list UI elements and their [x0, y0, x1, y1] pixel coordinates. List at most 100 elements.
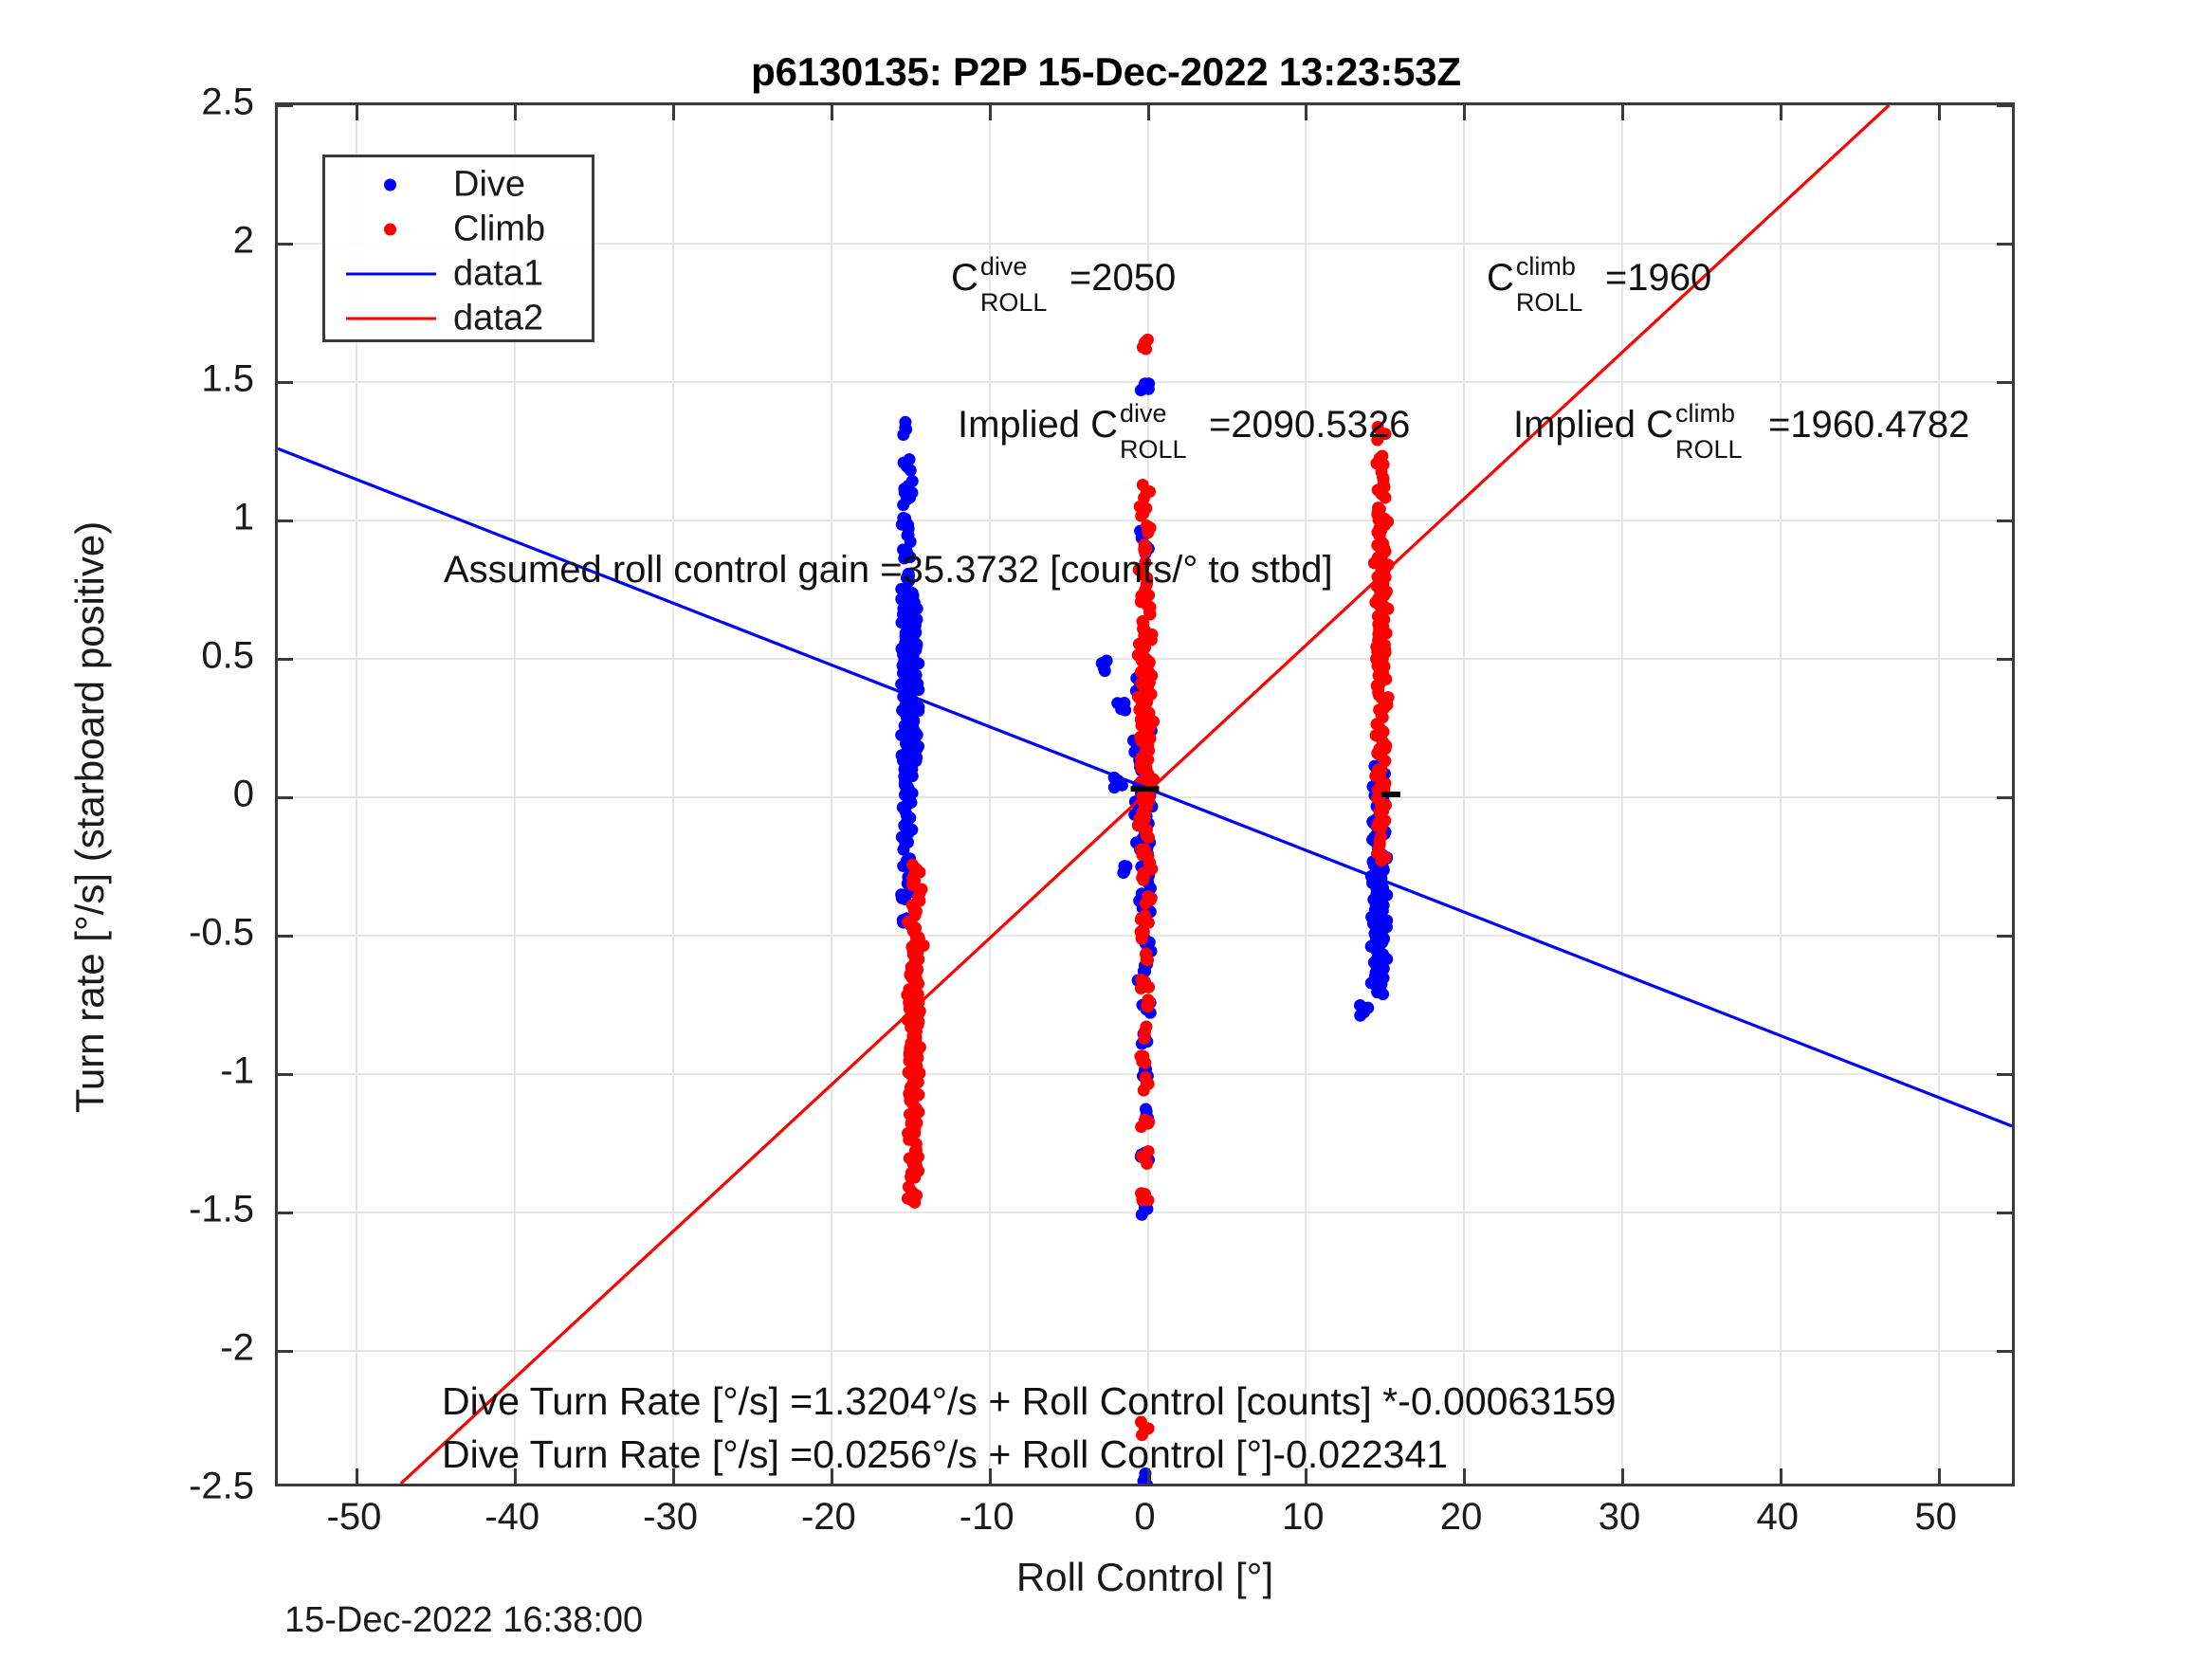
legend-label: Dive [453, 164, 526, 205]
data-point [1378, 563, 1391, 576]
legend-dot-icon [384, 223, 396, 236]
y-tick [1997, 1212, 2012, 1214]
data-point [1098, 665, 1111, 678]
legend-label: data1 [453, 253, 544, 294]
x-tick-label: -50 [326, 1496, 382, 1538]
annotation-implied-climb-symbol: C [1646, 404, 1673, 446]
equation-dive-degrees: Dive Turn Rate [°/s] =0.0256°/s + Roll C… [442, 1432, 1449, 1476]
x-tick [1146, 105, 1150, 120]
x-tick-label: 50 [1914, 1496, 1957, 1538]
x-tick-label: 30 [1598, 1496, 1641, 1538]
gridline-vertical [830, 105, 832, 1484]
data-point [905, 878, 919, 891]
legend-item-dive[interactable]: Dive [325, 163, 592, 207]
sub-roll: ROLL [1674, 435, 1743, 464]
x-tick [988, 1468, 992, 1484]
data-point [897, 499, 910, 512]
y-tick [1997, 105, 2012, 107]
data-point [1371, 421, 1384, 433]
annotation-implied-climb-prefix: Implied [1513, 404, 1647, 446]
data-point [1135, 509, 1148, 522]
data-point [905, 1166, 918, 1179]
data-point [907, 1193, 921, 1206]
y-tick [278, 1350, 293, 1353]
equation-dive-counts: Dive Turn Rate [°/s] =1.3204°/s + Roll C… [442, 1379, 1617, 1423]
footer-timestamp: 15-Dec-2022 16:38:00 [284, 1600, 644, 1640]
data-point [902, 522, 915, 536]
data-point [911, 946, 924, 958]
data-point [1366, 917, 1380, 930]
y-tick-label: 0.5 [201, 634, 254, 677]
data-point [1132, 637, 1145, 650]
legend-item-data1[interactable]: data1 [325, 252, 592, 296]
x-tick [1463, 105, 1467, 120]
gridline-vertical [1463, 105, 1466, 1484]
data-point [1379, 602, 1392, 615]
x-tick [514, 1468, 518, 1484]
data-layer [278, 105, 2012, 1484]
legend-label: data2 [453, 298, 544, 338]
legend-label: Climb [453, 209, 546, 249]
y-tick-label: -2.5 [189, 1465, 254, 1507]
x-tick [1620, 105, 1624, 120]
data-point [1373, 502, 1386, 516]
y-tick [1997, 243, 2012, 246]
data-point [1140, 1020, 1153, 1033]
x-tick [1779, 1468, 1782, 1484]
y-tick [1997, 520, 2012, 522]
data-point [1372, 628, 1385, 641]
data-point [1118, 697, 1131, 709]
annotation-implied-dive-symbol: C [1090, 404, 1118, 446]
sub-roll: ROLL [1515, 288, 1583, 317]
x-tick [1937, 105, 1941, 120]
y-tick-label: 2 [232, 219, 254, 262]
data-point [1143, 856, 1157, 869]
gridline-horizontal [278, 1350, 2012, 1352]
legend-box[interactable]: Dive Climb data1 data2 [322, 155, 594, 342]
x-tick [830, 105, 833, 120]
legend-item-climb[interactable]: Climb [325, 208, 592, 251]
data-point [905, 684, 919, 697]
y-tick [278, 1212, 293, 1214]
gridline-vertical [988, 105, 991, 1484]
data-point [1371, 747, 1384, 760]
data-point [905, 475, 919, 487]
y-tick-label: -1 [220, 1049, 254, 1092]
data-point [1143, 894, 1157, 907]
data-point [906, 1098, 920, 1111]
gridline-vertical [356, 105, 358, 1484]
sup-climb: climb [1515, 252, 1576, 281]
data-point [910, 602, 923, 615]
y-tick-label: 0 [232, 773, 254, 815]
x-tick [672, 105, 676, 120]
x-tick [1305, 105, 1308, 120]
y-tick [1997, 935, 2012, 938]
data-point [905, 858, 919, 871]
annotation-c-roll-dive-symbol: C [951, 257, 978, 299]
gridline-vertical [1305, 105, 1307, 1484]
data-point [1354, 1009, 1367, 1022]
legend-item-data2[interactable]: data2 [325, 297, 592, 340]
data-point [897, 843, 910, 856]
y-tick-label: -0.5 [189, 911, 254, 954]
y-tick [1997, 796, 2012, 799]
data-point [1370, 955, 1382, 968]
y-tick [278, 520, 293, 522]
x-tick [356, 105, 359, 120]
annotation-c-roll-climb-symbol: C [1487, 257, 1514, 299]
sup-dive: dive [979, 252, 1028, 281]
data-point [915, 883, 928, 896]
y-tick-label: -1.5 [189, 1188, 254, 1231]
data-point [1379, 491, 1392, 504]
y-tick [1997, 1350, 2012, 1353]
y-tick [278, 105, 293, 107]
data-point [1140, 756, 1153, 769]
annotation-c-roll-dive-value: =2050 [1069, 257, 1177, 299]
data-point [1375, 830, 1387, 844]
data-point [910, 965, 923, 978]
data-point [1136, 479, 1149, 491]
data-point [895, 888, 908, 902]
data-point [1142, 599, 1155, 612]
data-point [1138, 869, 1151, 883]
data-point [897, 543, 909, 556]
